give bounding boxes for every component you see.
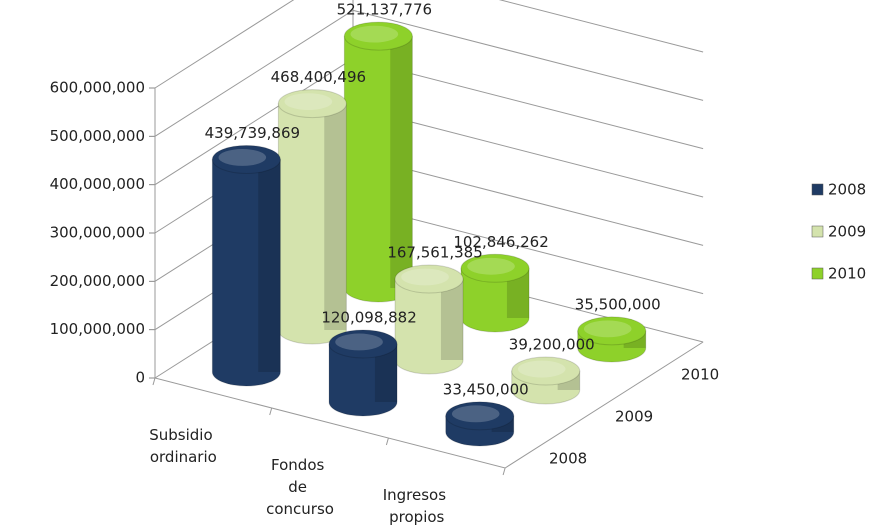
x-tick-label: Fondos de concurso (266, 456, 334, 518)
x-tick (152, 377, 156, 386)
data-label: 167,561,385 (387, 244, 482, 262)
bar-top-shine (218, 149, 267, 166)
x-tick (502, 467, 506, 476)
bar-top-shine (583, 320, 632, 338)
bar-top (460, 253, 530, 283)
legend-label: 2010 (828, 265, 866, 283)
bar (394, 278, 464, 375)
x-tick (269, 407, 273, 416)
bar-top-shine (451, 405, 500, 423)
y-tick-label: 100,000,000 (50, 320, 145, 338)
depth-label: 2009 (615, 408, 653, 426)
legend-label: 2008 (828, 181, 866, 199)
label-line: ordinario (150, 448, 217, 466)
bar-top-shine (467, 257, 515, 275)
label-line: concurso (266, 500, 334, 518)
bar-top (511, 356, 581, 386)
data-label: 102,846,262 (453, 233, 548, 251)
bar-shade (258, 159, 281, 372)
data-label: 120,098,882 (321, 308, 416, 326)
y-tick-label: 0 (135, 369, 145, 387)
y-tick-label: 200,000,000 (50, 272, 145, 290)
label-line: de (288, 478, 312, 496)
label-line: propios (389, 508, 444, 526)
y-tick-label: 400,000,000 (50, 175, 145, 193)
bar (211, 158, 281, 387)
bar-top (277, 89, 347, 119)
bar-shade (506, 268, 530, 318)
bar-shade (324, 103, 347, 330)
bar-top-shine (401, 268, 449, 286)
bar-top (577, 316, 647, 346)
legend-label: 2009 (828, 223, 866, 241)
data-label: 33,450,000 (443, 380, 529, 398)
bar-top-shine (350, 25, 399, 43)
bar-shade (390, 36, 413, 288)
data-label: 439,739,869 (205, 124, 300, 142)
y-tick-label: 500,000,000 (50, 127, 145, 145)
label-line: Fondos (271, 456, 329, 474)
legend-swatch (811, 225, 824, 238)
data-label: 468,400,496 (271, 68, 366, 86)
bar-shade (374, 343, 398, 402)
data-label: 521,137,776 (337, 1, 432, 19)
bar (460, 267, 530, 333)
label-line: Subsidio (149, 426, 217, 444)
legend-swatch (811, 183, 824, 196)
bar-top (445, 401, 515, 431)
axis (154, 88, 704, 469)
bar-top (211, 144, 281, 174)
data-label: 39,200,000 (509, 336, 595, 354)
x-tick-label: Subsidio ordinario (149, 426, 217, 466)
depth-label: 2008 (549, 450, 587, 468)
bar-top (328, 329, 398, 359)
depth-label: 2010 (681, 366, 719, 384)
bar-top-shine (335, 333, 383, 351)
y-tick-label: 300,000,000 (50, 224, 145, 242)
x-tick-label: Ingresos propios (383, 486, 451, 526)
grid-line (154, 0, 704, 89)
x-tick (385, 437, 389, 446)
label-line: Ingresos (383, 486, 451, 504)
grid-line (154, 9, 704, 137)
y-tick-label: 600,000,000 (50, 79, 145, 97)
bar (328, 343, 398, 417)
bar-top (394, 264, 464, 294)
bar-top (343, 21, 413, 51)
data-label: 35,500,000 (575, 295, 661, 313)
legend-swatch (811, 267, 824, 280)
bar-shade (440, 279, 464, 360)
bar-top-shine (284, 93, 333, 111)
bar-top-shine (517, 360, 566, 378)
